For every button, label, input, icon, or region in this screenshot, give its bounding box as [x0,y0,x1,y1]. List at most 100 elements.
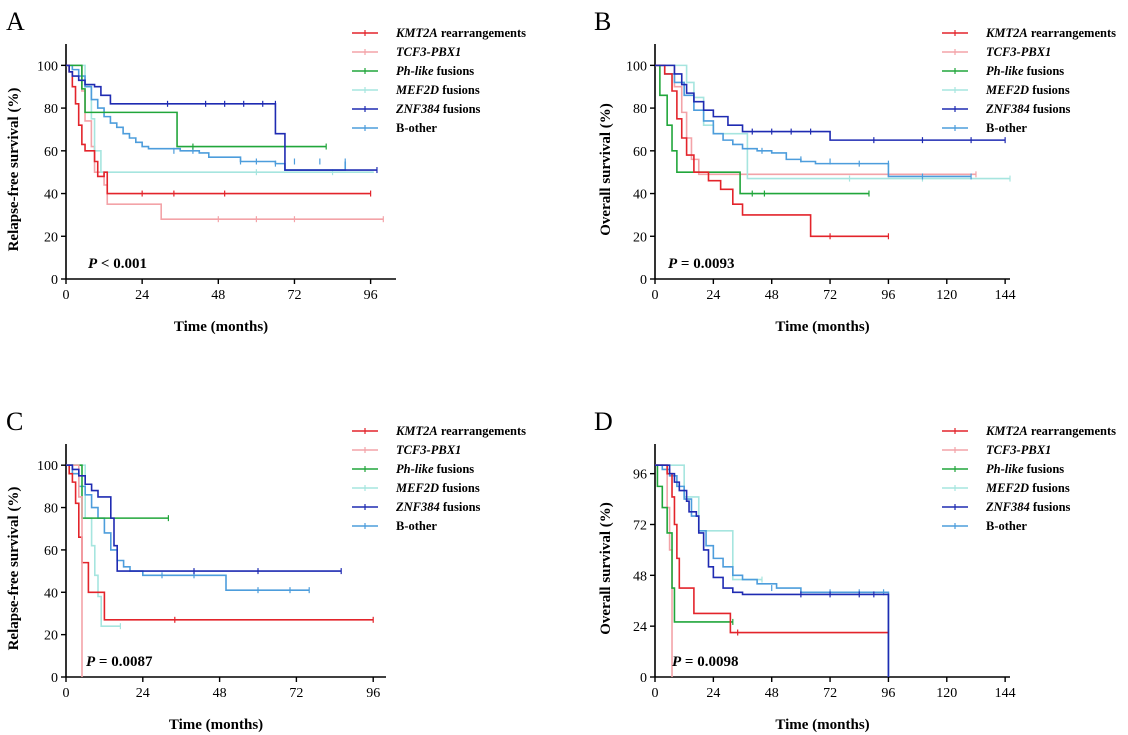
legend-entry: Ph-like fusions [396,64,474,78]
y-axis-title: Overall survival (%) [598,502,614,634]
x-tick-label: 48 [765,288,779,303]
legend-entry: Ph-like fusions [986,64,1064,78]
panel-letter: C [6,407,23,436]
y-tick-label: 40 [633,188,647,203]
km-curve-ph [655,64,869,195]
legend-entry: TCF3-PBX1 [986,45,1051,59]
y-tick-label: 48 [633,569,647,584]
legend-entry: MEF2D fusions [395,481,480,495]
x-axis-title: Time (months) [174,319,268,335]
legend-entry: ZNF384 fusions [985,102,1071,116]
x-tick-label: 24 [136,686,150,701]
legend-entry: MEF2D fusions [395,83,480,97]
x-tick-label: 48 [211,288,225,303]
x-tick-label: 72 [823,288,837,303]
y-tick-label: 80 [44,502,58,517]
km-curve-znf384 [655,464,890,677]
y-tick-label: 100 [37,59,58,74]
x-tick-label: 96 [881,686,895,701]
y-tick-label: 40 [44,188,58,203]
km-curve-tcf3 [66,464,83,677]
km-curve-mef2d [655,464,762,581]
x-tick-label: 0 [652,288,659,303]
x-tick-label: 72 [823,686,837,701]
legend-entry: KMT2A rearrangements [985,424,1116,438]
km-curve-kmt2a [66,64,371,195]
p-value-label: P = 0.0087 [86,654,153,670]
y-axis-title: Relapse-free survival (%) [6,487,22,651]
y-tick-label: 72 [633,518,647,533]
legend-entry: B-other [986,519,1027,533]
x-axis-title: Time (months) [775,717,869,733]
km-curve-bother [655,64,972,178]
x-tick-label: 144 [995,288,1016,303]
x-tick-label: 96 [366,686,380,701]
legend-entry: Ph-like fusions [986,462,1064,476]
legend-entry: MEF2D fusions [985,481,1070,495]
y-tick-label: 20 [633,230,647,245]
km-curve-bother [66,64,347,171]
legend-entry: MEF2D fusions [985,83,1070,97]
y-tick-label: 24 [633,620,647,635]
x-tick-label: 48 [213,686,227,701]
legend-entry: KMT2A rearrangements [985,26,1116,40]
panel-letter: D [594,407,613,436]
legend-entry: B-other [986,121,1027,135]
km-curve-znf384 [655,64,1006,141]
y-tick-label: 80 [633,102,647,117]
legend-entry: B-other [396,121,437,135]
legend-entry: TCF3-PBX1 [396,443,461,457]
legend-entry: ZNF384 fusions [985,500,1071,514]
legend: KMT2A rearrangements TCF3-PBX1 Ph-like fus… [942,26,1116,135]
legend-entry: B-other [396,519,437,533]
legend-entry: TCF3-PBX1 [396,45,461,59]
legend-entry: ZNF384 fusions [395,500,481,514]
km-curve-znf384 [66,464,342,572]
x-tick-label: 0 [63,686,70,701]
x-tick-label: 72 [289,686,303,701]
y-axis-title: Overall survival (%) [598,103,614,235]
p-value-label: P = 0.0098 [672,654,738,670]
panel-d: D 0 24 48 72 96 120 144 0 24 48 72 96 Time (months) Ov… [594,407,1116,733]
x-axis-title: Time (months) [775,319,869,335]
panel-a: A 0 24 48 72 96 0 20 40 60 80 100 Time (months) Relap… [6,7,526,335]
km-curve-kmt2a [655,64,889,238]
km-curve-ph [66,64,327,148]
x-tick-label: 120 [936,288,957,303]
x-tick-label: 24 [706,288,720,303]
y-tick-label: 20 [44,230,58,245]
panel-letter: B [594,7,611,36]
y-tick-label: 0 [640,671,647,686]
y-tick-label: 20 [44,629,58,644]
x-tick-label: 24 [135,288,149,303]
legend-entry: Ph-like fusions [396,462,474,476]
x-axis-title: Time (months) [169,717,263,733]
y-tick-label: 60 [44,544,58,559]
legend: KMT2A rearrangements TCF3-PBX1 Ph-like fus… [352,424,526,533]
x-tick-label: 120 [936,686,957,701]
y-tick-label: 60 [633,145,647,160]
legend: KMT2A rearrangements TCF3-PBX1 Ph-like fus… [942,424,1116,533]
panel-b: B 0 24 48 72 96 120 144 0 20 40 60 80 100 Time (months… [594,7,1116,335]
y-axis-title: Relapse-free survival (%) [6,88,22,252]
y-tick-label: 80 [44,102,58,117]
km-curve-tcf3 [655,464,673,677]
y-tick-label: 60 [44,145,58,160]
x-tick-label: 144 [995,686,1016,701]
km-curve-mef2d [66,464,121,627]
y-tick-label: 0 [51,671,58,686]
y-tick-label: 100 [626,59,647,74]
km-curve-kmt2a [655,464,889,634]
legend-entry: KMT2A rearrangements [395,424,526,438]
legend-entry: ZNF384 fusions [395,102,481,116]
legend-entry: TCF3-PBX1 [986,443,1051,457]
x-tick-label: 72 [287,288,301,303]
y-tick-label: 0 [640,273,647,288]
legend-entry: KMT2A rearrangements [395,26,526,40]
km-curve-kmt2a [66,464,374,621]
p-value-label: P < 0.001 [88,256,147,272]
legend: KMT2A rearrangements TCF3-PBX1 Ph-like fus… [352,26,526,135]
y-tick-label: 0 [51,273,58,288]
y-tick-label: 96 [633,468,647,483]
